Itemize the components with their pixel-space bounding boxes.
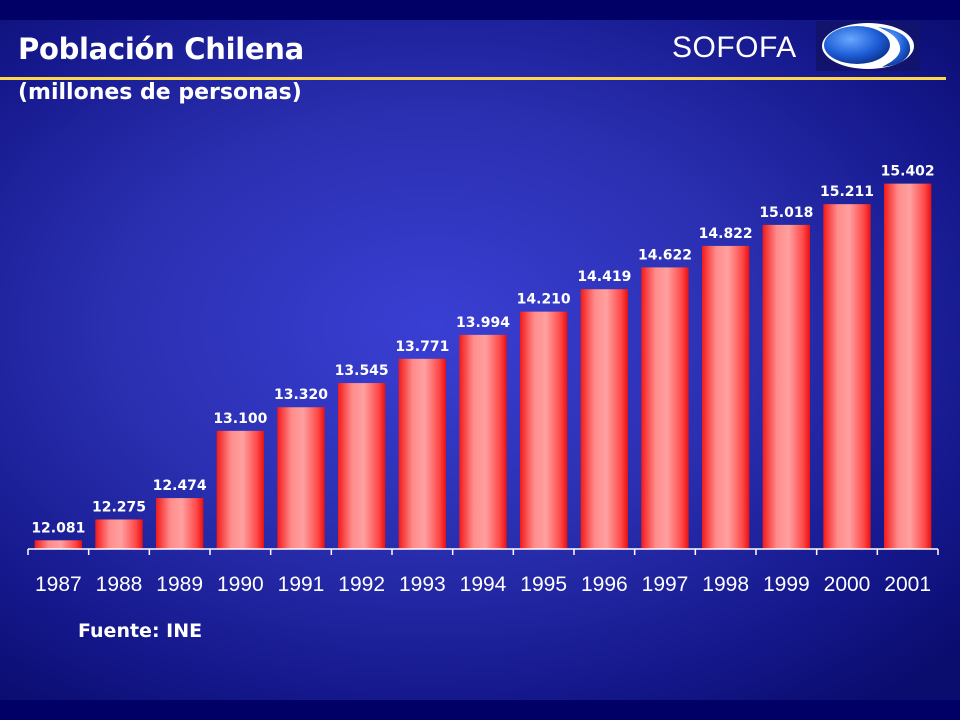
x-axis-ticks [27, 549, 939, 555]
data-label-1989: 12.474 [153, 478, 207, 494]
bar-1994 [459, 334, 507, 549]
data-label-1988: 12.275 [92, 499, 146, 515]
brand-logo [816, 21, 920, 71]
bar-1998 [702, 245, 750, 550]
x-tick-label-1998: 1998 [702, 573, 749, 596]
bar-1999 [762, 224, 810, 549]
data-labels: 12.081 12.275 12.474 13.100 13.320 13.545 13.7… [31, 164, 934, 537]
x-tick-label-1987: 1987 [35, 573, 82, 596]
data-label-1987: 12.081 [31, 520, 85, 536]
chart-title: Población Chilena [18, 32, 304, 66]
x-tick-label-1997: 1997 [642, 573, 689, 596]
source-note: Fuente: INE [78, 620, 203, 642]
data-label-1996: 14.419 [577, 269, 631, 285]
data-label-1993: 13.771 [395, 339, 449, 355]
bar-1989 [156, 498, 204, 549]
bar-1992 [338, 383, 386, 549]
x-tick-label-1990: 1990 [217, 573, 264, 596]
chart-subtitle: (millones de personas) [18, 80, 302, 105]
data-label-1990: 13.100 [213, 411, 267, 427]
data-label-1999: 15.018 [759, 205, 813, 221]
title-underline [0, 77, 946, 80]
bar-1997 [641, 267, 689, 549]
bar-1988 [95, 519, 143, 549]
x-tick-label-1995: 1995 [520, 573, 567, 596]
bar-1995 [520, 311, 568, 549]
data-label-1994: 13.994 [456, 315, 510, 331]
bar-2001 [884, 183, 932, 549]
bar-2000 [823, 204, 871, 549]
x-tick-label-1994: 1994 [460, 573, 507, 596]
x-tick-label-1991: 1991 [278, 573, 325, 596]
x-tick-label-1988: 1988 [96, 573, 143, 596]
data-label-1995: 14.210 [517, 292, 571, 308]
bar-1990 [216, 430, 264, 549]
data-label-2000: 15.211 [820, 184, 874, 200]
data-label-1997: 14.622 [638, 247, 692, 263]
x-tick-label-1999: 1999 [763, 573, 810, 596]
bar-1991 [277, 407, 325, 549]
data-label-2001: 15.402 [881, 164, 935, 180]
x-tick-label-1992: 1992 [338, 573, 385, 596]
data-label-1991: 13.320 [274, 387, 328, 403]
x-tick-label-1993: 1993 [399, 573, 446, 596]
x-axis-tick-labels: 1987 1988 1989 1990 1991 1992 1993 1994 1995 1996… [35, 573, 931, 596]
x-tick-label-1989: 1989 [156, 573, 203, 596]
x-tick-label-2001: 2001 [884, 573, 931, 596]
x-tick-label-1996: 1996 [581, 573, 628, 596]
brand-name: SOFOFA [672, 31, 797, 64]
bar-1996 [580, 289, 628, 549]
brand-logo-icon [822, 23, 914, 69]
bar-1987 [34, 540, 82, 549]
bar-series [34, 183, 932, 550]
data-label-1992: 13.545 [335, 363, 389, 379]
x-tick-label-2000: 2000 [824, 573, 871, 596]
data-label-1998: 14.822 [699, 226, 753, 242]
bar-1993 [398, 358, 446, 549]
